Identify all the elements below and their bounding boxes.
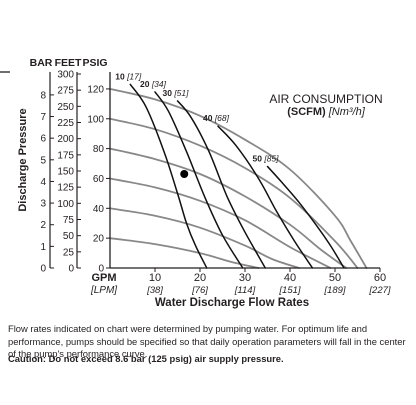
feet-tick-label: 125	[57, 183, 74, 194]
feet-unit-label: FEET	[55, 57, 82, 69]
feet-tick-label: 300	[57, 70, 74, 81]
bar-tick-label: 5	[40, 155, 46, 166]
psig-tick-label: 0	[98, 264, 104, 275]
bar-tick-label: 8	[40, 90, 46, 101]
gpm-tick-label: 30	[239, 272, 251, 284]
bar-tick-label: 7	[40, 112, 46, 123]
air-consumption-curve	[266, 165, 345, 269]
air-consumption-curve	[217, 125, 314, 269]
gpm-tick-label: 50	[329, 272, 341, 284]
psig-tick-label: 80	[93, 144, 105, 155]
lpm-tick-label: [38]	[146, 285, 163, 296]
psig-tick-label: 20	[93, 234, 105, 245]
air-consumption-curve-label: 40 [68]	[203, 113, 230, 123]
air-consumption-curve	[176, 100, 267, 269]
bar-tick-label: 3	[40, 199, 46, 210]
bar-tick-label: 4	[40, 177, 46, 188]
psig-tick-label: 120	[87, 84, 104, 95]
gpm-tick-label: 20	[194, 272, 206, 284]
performance-chart: BAR FEET PSIG Discharge Pressure 10 [17]…	[0, 57, 391, 309]
lpm-tick-label: [189]	[323, 285, 345, 296]
gpm-tick-label: 60	[374, 272, 386, 284]
feet-tick-label: 150	[57, 167, 74, 178]
air-consumption-curve-label: 10 [17]	[115, 71, 142, 81]
feet-tick-label: 100	[57, 199, 74, 210]
flow-rate-note: Flow rates indicated on chart were deter…	[8, 323, 406, 359]
lpm-tick-label: [114]	[234, 285, 256, 296]
feet-tick-label: 25	[63, 247, 75, 258]
feet-tick-label: 0	[68, 264, 74, 275]
feet-tick-label: 50	[63, 231, 75, 242]
bar-tick-label: 6	[40, 134, 46, 145]
chart-canvas: BAR FEET PSIG Discharge Pressure 10 [17]…	[0, 57, 391, 309]
psig-unit-label: PSIG	[82, 57, 107, 69]
bar-tick-label: 0	[40, 264, 46, 275]
lpm-tick-label: [76]	[191, 285, 208, 296]
caution-note: Caution: Do not exceed 8.6 bar (125 psig…	[8, 353, 284, 364]
air-consumption-curve	[154, 91, 244, 269]
gpm-tick-label: 10	[149, 272, 161, 284]
lpm-tick-label: [227]	[368, 285, 390, 296]
feet-tick-label: 200	[57, 134, 74, 145]
bar-tick-label: 1	[40, 242, 46, 253]
psig-tick-label: 100	[87, 114, 104, 125]
air-pressure-curve	[109, 207, 300, 269]
air-consumption-curve	[129, 83, 208, 269]
psig-tick-label: 40	[93, 204, 105, 215]
bar-tick-label: 2	[40, 220, 46, 231]
air-consumption-title: AIR CONSUMPTION	[269, 92, 382, 106]
feet-tick-label: 275	[57, 86, 74, 97]
feet-tick-label: 250	[57, 102, 74, 113]
air-pressure-curve	[109, 117, 359, 269]
air-consumption-curve-label: 50 [85]	[252, 154, 279, 164]
gpm-tick-label: 40	[284, 272, 296, 284]
air-consumption-units: (SCFM) [Nm³/h]	[287, 106, 366, 118]
feet-tick-label: 175	[57, 150, 74, 161]
air-pressure-curve	[109, 177, 332, 269]
air-pressure-curve	[109, 88, 368, 269]
operating-point-marker	[180, 169, 189, 178]
feet-tick-label: 75	[63, 215, 75, 226]
air-pressure-curve	[109, 147, 348, 269]
psig-tick-label: 60	[93, 174, 105, 185]
air-consumption-curve-label: 30 [51]	[162, 88, 189, 98]
feet-tick-label: 225	[57, 118, 74, 129]
lpm-tick-label: [151]	[278, 285, 300, 296]
bar-unit-label: BAR	[30, 57, 53, 69]
gpm-unit-label: GPM	[91, 272, 116, 284]
y-axis-title: Discharge Pressure	[17, 108, 29, 211]
lpm-unit-label: [LPM]	[90, 285, 117, 296]
x-axis-title: Water Discharge Flow Rates	[155, 297, 309, 309]
air-consumption-curve-label: 20 [34]	[140, 79, 167, 89]
